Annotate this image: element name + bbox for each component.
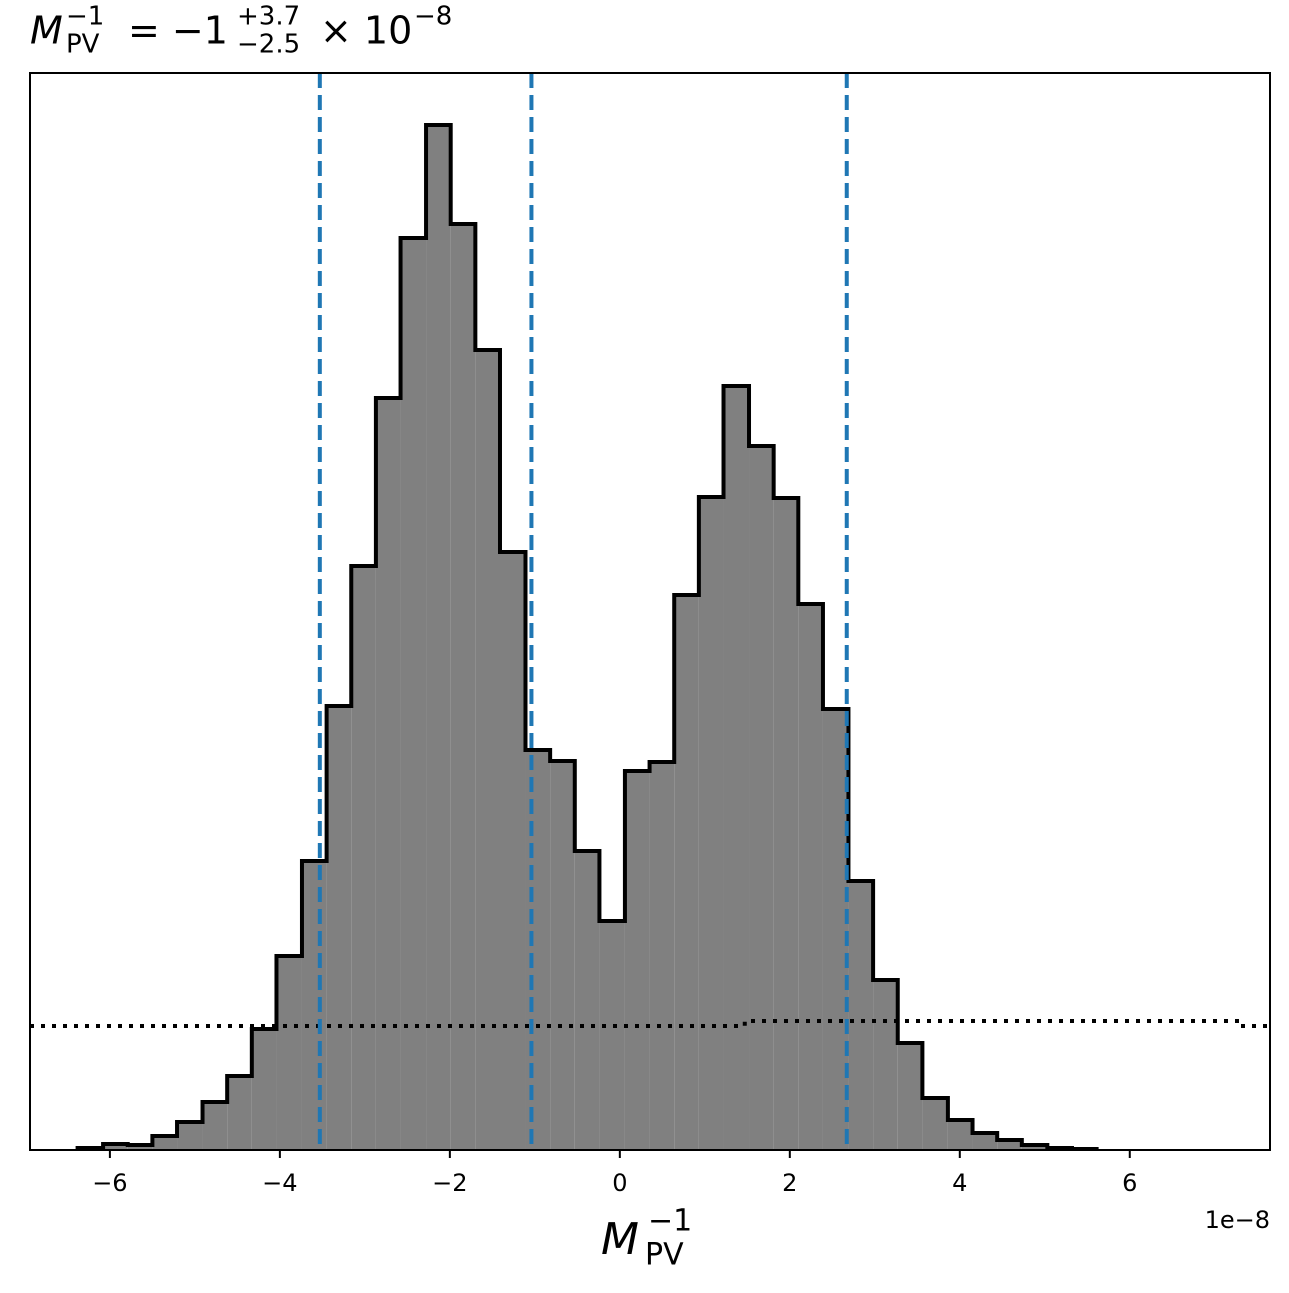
x-offset-label: 1e−8 (1205, 1206, 1270, 1234)
bar (426, 125, 451, 1150)
xlabel-base: M (601, 1214, 639, 1265)
bar (499, 552, 526, 1150)
title-tail: × 10 (320, 9, 412, 53)
bar (822, 709, 849, 1150)
bar (972, 1133, 998, 1150)
bar (574, 851, 600, 1150)
bar (749, 446, 774, 1150)
x-tick-label: 6 (1122, 1169, 1137, 1197)
x-tick-label: 4 (952, 1169, 967, 1197)
bar (997, 1140, 1022, 1150)
bar (475, 350, 500, 1150)
histogram-outline (75, 123, 1099, 1151)
title-eq: = −1 (128, 9, 228, 53)
title-tail-sup: −8 (414, 2, 452, 32)
bar (649, 762, 675, 1150)
bar (873, 980, 898, 1150)
bar (525, 750, 551, 1150)
x-tick-label: 2 (782, 1169, 797, 1197)
bar (947, 1120, 973, 1150)
bar (599, 921, 625, 1150)
bar (400, 238, 427, 1150)
title-upper: +3.7 (237, 2, 300, 32)
x-axis-label: M −1 PV (601, 1204, 692, 1273)
bar (450, 224, 476, 1150)
bar (723, 386, 750, 1150)
prior-line (30, 1019, 1270, 1028)
bar (550, 761, 575, 1150)
x-tick-label: −6 (92, 1169, 127, 1197)
xlabel-sup: −1 (648, 1204, 692, 1239)
bar (326, 706, 352, 1150)
bar (103, 1144, 128, 1150)
bar (351, 566, 376, 1150)
title-sub: PV (66, 30, 100, 60)
bar (276, 956, 302, 1150)
x-tick-label: −4 (262, 1169, 297, 1197)
plot-frame (29, 72, 1271, 1151)
bar (773, 498, 799, 1150)
bar (227, 1076, 252, 1150)
bar (127, 1145, 153, 1150)
bar (1021, 1145, 1048, 1150)
bar (798, 604, 823, 1150)
x-tick-label: −2 (432, 1169, 467, 1197)
xlabel-sub: PV (645, 1238, 684, 1273)
bar (674, 595, 699, 1150)
bar (301, 861, 327, 1150)
bar (848, 881, 874, 1150)
bar (251, 1029, 277, 1150)
bar (897, 1043, 923, 1150)
chart-title: M −1 PV = −1 +3.7 −2.5 × 10 −8 (30, 2, 452, 60)
x-tick-label: 0 (612, 1169, 627, 1197)
bar (375, 398, 401, 1150)
bar (177, 1122, 203, 1150)
title-lower: −2.5 (237, 30, 300, 60)
bar (624, 771, 650, 1150)
bar (922, 1098, 948, 1150)
bar (202, 1102, 228, 1150)
bar (152, 1136, 178, 1150)
bar (698, 497, 724, 1150)
title-sup: −1 (66, 2, 104, 32)
title-base: M (30, 9, 63, 53)
